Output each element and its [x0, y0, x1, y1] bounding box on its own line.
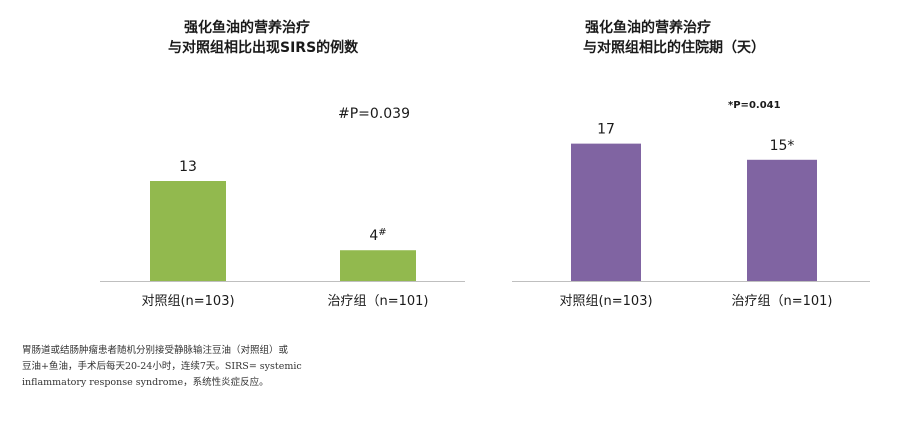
left-bar-2	[340, 250, 416, 281]
right-data-label-2: 15*	[770, 138, 795, 154]
right-chart-title-line2: 与对照组相比的住院期（天）	[583, 40, 765, 56]
right-category-label-1: 对照组(n=103)	[559, 294, 652, 309]
right-data-label-1: 17	[597, 122, 615, 138]
right-pvalue-annotation: *P=0.041	[728, 100, 781, 111]
right-bar-1	[571, 143, 641, 281]
left-chart-title-line2: 与对照组相比出现SIRS的例数	[168, 40, 359, 56]
right-category-label-2: 治疗组（n=101)	[731, 294, 832, 309]
left-chart-title-line1: 强化鱼油的营养治疗	[184, 20, 310, 36]
left-pvalue-annotation: #P=0.039	[338, 106, 410, 122]
left-chart-title: 强化鱼油的营养治疗 与对照组相比出现SIRS的例数	[168, 18, 358, 58]
footnote-line1: 胃肠道或结肠肿瘤患者随机分别接受静脉输注豆油（对照组）或	[22, 345, 289, 356]
left-data-label-1: 13	[179, 159, 197, 175]
left-data-label-2: 4#	[369, 227, 386, 244]
footnote: 胃肠道或结肠肿瘤患者随机分别接受静脉输注豆油（对照组）或 豆油+鱼油，手术后每天…	[22, 343, 492, 391]
footnote-line2: 豆油+鱼油，手术后每天20-24小时，连续7天。SIRS= systemic	[22, 361, 302, 372]
right-chart-title: 强化鱼油的营养治疗 与对照组相比的住院期（天）	[583, 18, 765, 58]
left-category-label-2: 治疗组（n=101)	[327, 294, 428, 309]
footnote-line3: inflammatory response syndrome，系统性炎症反应。	[22, 377, 269, 388]
left-category-label-1: 对照组(n=103)	[141, 294, 234, 309]
left-bar-1	[150, 181, 226, 281]
right-bar-2	[747, 159, 817, 281]
right-chart-title-line1: 强化鱼油的营养治疗	[585, 20, 711, 36]
